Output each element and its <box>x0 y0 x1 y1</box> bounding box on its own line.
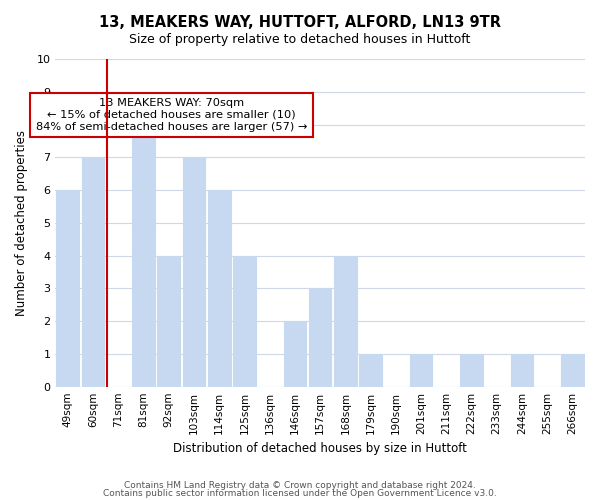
Text: Contains HM Land Registry data © Crown copyright and database right 2024.: Contains HM Land Registry data © Crown c… <box>124 481 476 490</box>
Text: 13, MEAKERS WAY, HUTTOFT, ALFORD, LN13 9TR: 13, MEAKERS WAY, HUTTOFT, ALFORD, LN13 9… <box>99 15 501 30</box>
Bar <box>410 354 433 386</box>
Bar <box>334 256 356 386</box>
Bar <box>157 256 180 386</box>
Bar <box>511 354 533 386</box>
Bar <box>208 190 230 386</box>
Text: 13 MEAKERS WAY: 70sqm
← 15% of detached houses are smaller (10)
84% of semi-deta: 13 MEAKERS WAY: 70sqm ← 15% of detached … <box>36 98 307 132</box>
Bar <box>82 158 104 386</box>
Bar <box>561 354 584 386</box>
Bar <box>460 354 483 386</box>
Bar <box>359 354 382 386</box>
Bar <box>182 158 205 386</box>
Bar <box>309 288 331 386</box>
X-axis label: Distribution of detached houses by size in Huttoft: Distribution of detached houses by size … <box>173 442 467 455</box>
Text: Contains public sector information licensed under the Open Government Licence v3: Contains public sector information licen… <box>103 488 497 498</box>
Bar <box>132 124 155 386</box>
Text: Size of property relative to detached houses in Huttoft: Size of property relative to detached ho… <box>130 32 470 46</box>
Bar <box>284 321 306 386</box>
Bar <box>56 190 79 386</box>
Y-axis label: Number of detached properties: Number of detached properties <box>15 130 28 316</box>
Bar <box>233 256 256 386</box>
